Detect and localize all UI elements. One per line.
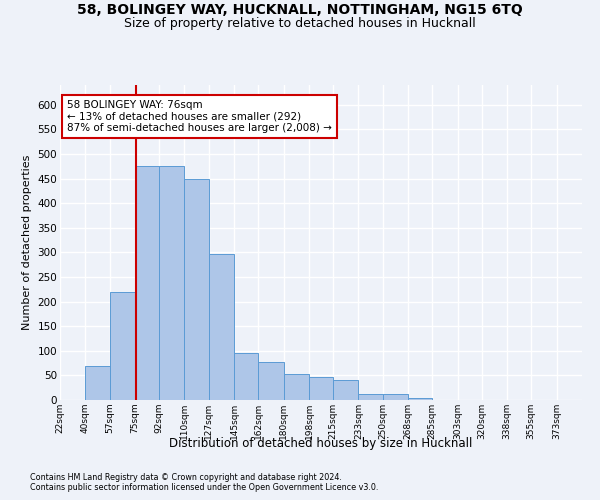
Text: Contains public sector information licensed under the Open Government Licence v3: Contains public sector information licen… [30, 482, 379, 492]
Bar [135, 166, 159, 400]
Text: Contains HM Land Registry data © Crown copyright and database right 2024.: Contains HM Land Registry data © Crown c… [30, 472, 342, 482]
Bar [358, 394, 383, 400]
Bar [209, 254, 234, 400]
Bar [333, 380, 358, 400]
Bar [284, 374, 309, 400]
Bar [383, 394, 408, 400]
Text: 58 BOLINGEY WAY: 76sqm
← 13% of detached houses are smaller (292)
87% of semi-de: 58 BOLINGEY WAY: 76sqm ← 13% of detached… [67, 100, 332, 133]
Text: Distribution of detached houses by size in Hucknall: Distribution of detached houses by size … [169, 438, 473, 450]
Bar [408, 398, 432, 400]
Bar [309, 377, 333, 400]
Y-axis label: Number of detached properties: Number of detached properties [22, 155, 32, 330]
Bar [258, 362, 284, 400]
Text: Size of property relative to detached houses in Hucknall: Size of property relative to detached ho… [124, 18, 476, 30]
Bar [159, 166, 184, 400]
Text: 58, BOLINGEY WAY, HUCKNALL, NOTTINGHAM, NG15 6TQ: 58, BOLINGEY WAY, HUCKNALL, NOTTINGHAM, … [77, 2, 523, 16]
Bar [85, 366, 110, 400]
Bar [110, 292, 135, 400]
Bar [184, 180, 209, 400]
Bar [234, 353, 258, 400]
